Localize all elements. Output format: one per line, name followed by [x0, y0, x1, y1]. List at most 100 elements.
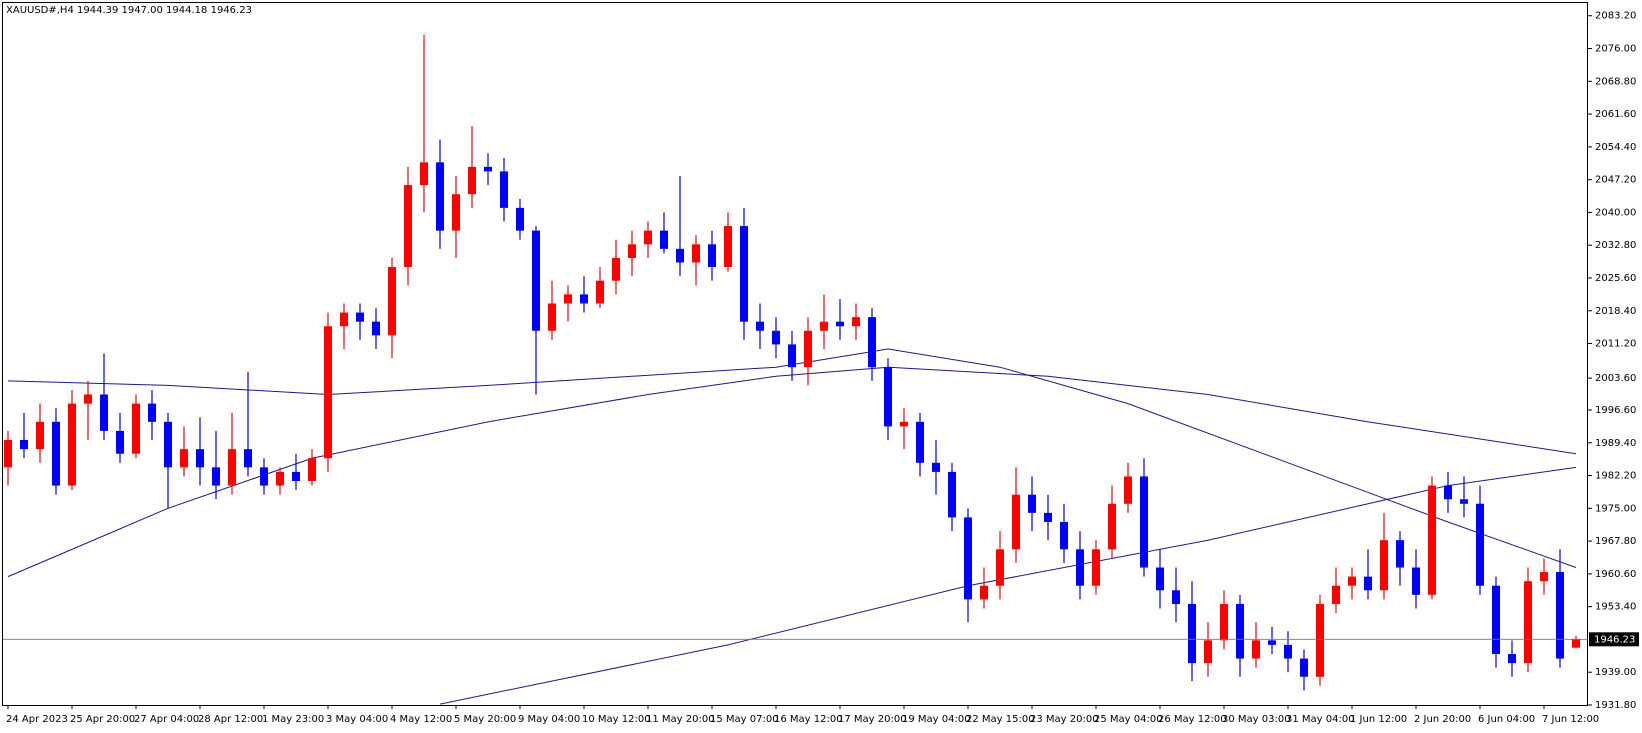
x-tick-label: 25 Apr 20:00 — [70, 714, 135, 725]
candle-body — [868, 317, 876, 368]
x-tick-label: 10 May 12:00 — [582, 714, 651, 725]
candle-body — [52, 421, 60, 486]
candle-body — [468, 166, 476, 195]
candle-body — [724, 226, 732, 268]
x-tick-label: 16 May 12:00 — [774, 714, 843, 725]
candle-body — [740, 226, 748, 322]
candle-body — [644, 230, 652, 245]
candle-body — [996, 549, 1004, 586]
y-tick-label: 1975.00 — [1595, 503, 1636, 514]
candle-body — [628, 244, 636, 258]
candle-body — [564, 294, 572, 304]
y-tick-label: 1967.80 — [1595, 536, 1636, 547]
candle-body — [1076, 549, 1084, 586]
y-tick-label: 2083.20 — [1595, 11, 1636, 22]
candle-body — [164, 421, 172, 468]
y-tick-label: 2047.20 — [1595, 175, 1636, 186]
candle-body — [260, 467, 268, 486]
candle-body — [1124, 476, 1132, 504]
candle-body — [1300, 658, 1308, 677]
y-tick-label: 1953.40 — [1595, 602, 1636, 613]
x-tick-label: 19 May 04:00 — [902, 714, 971, 725]
y-tick-label: 2003.60 — [1595, 373, 1636, 384]
x-tick-label: 22 May 15:00 — [966, 714, 1035, 725]
x-tick-label: 23 May 20:00 — [1030, 714, 1099, 725]
candle-body — [692, 244, 700, 263]
chart-title: XAUUSD#,H4 1944.39 1947.00 1944.18 1946.… — [6, 5, 252, 16]
candle-body — [1060, 521, 1068, 550]
x-tick-label: 7 Jun 12:00 — [1542, 714, 1599, 725]
x-tick-label: 11 May 20:00 — [646, 714, 715, 725]
y-tick-label: 2011.20 — [1595, 339, 1636, 350]
candle-body — [596, 280, 604, 304]
candle-body — [324, 326, 332, 459]
candle-body — [452, 194, 460, 231]
candle-body — [1316, 603, 1324, 677]
x-tick-label: 1 Jun 12:00 — [1350, 714, 1407, 725]
plot-frame — [2, 2, 1588, 706]
candle-body — [420, 162, 428, 186]
candle-body — [788, 344, 796, 368]
candle-body — [836, 321, 844, 327]
candle-body — [228, 449, 236, 486]
candle-body — [932, 462, 940, 472]
candle-body — [1156, 567, 1164, 591]
y-tick-label: 2061.60 — [1595, 109, 1636, 120]
candle-body — [292, 471, 300, 482]
y-tick-label: 1989.40 — [1595, 438, 1636, 449]
candle-body — [436, 162, 444, 231]
candle-body — [1412, 567, 1420, 595]
candle-body — [84, 394, 92, 404]
y-tick-label: 2040.00 — [1595, 207, 1636, 218]
x-tick-label: 2 Jun 20:00 — [1414, 714, 1471, 725]
candle-body — [884, 367, 892, 427]
candle-body — [676, 248, 684, 263]
candle-body — [132, 403, 140, 454]
x-tick-label: 24 Apr 2023 — [6, 714, 68, 725]
candle-body — [180, 449, 188, 468]
candle-body — [1380, 540, 1388, 591]
candle-body — [148, 403, 156, 422]
candle-body — [964, 517, 972, 600]
candle-body — [1204, 640, 1212, 664]
moving-average — [439, 466, 1577, 705]
candle-body — [1572, 639, 1580, 648]
candle-body — [1092, 549, 1100, 586]
x-tick-label: 6 Jun 04:00 — [1478, 714, 1535, 725]
x-tick-label: 30 May 03:00 — [1222, 714, 1291, 725]
candle-body — [580, 294, 588, 304]
candle-body — [100, 394, 108, 431]
x-tick-label: 28 Apr 12:00 — [198, 714, 263, 725]
candle-body — [68, 403, 76, 486]
candle-body — [756, 321, 764, 331]
candle-body — [900, 421, 908, 427]
x-tick-label: 5 May 20:00 — [454, 714, 516, 725]
candle-body — [852, 317, 860, 327]
y-tick-label: 1982.20 — [1595, 471, 1636, 482]
candle-body — [1556, 572, 1564, 659]
candle-body — [612, 257, 620, 281]
candle-body — [980, 585, 988, 600]
candle-body — [516, 207, 524, 231]
candle-body — [916, 421, 924, 463]
candle-body — [308, 458, 316, 482]
candle-body — [1044, 512, 1052, 522]
candle-body — [548, 303, 556, 331]
candle-body — [244, 449, 252, 468]
x-tick-label: 1 May 23:00 — [262, 714, 324, 725]
y-tick-label: 1996.60 — [1595, 405, 1636, 416]
y-tick-label: 1939.00 — [1595, 667, 1636, 678]
y-tick-label: 2068.80 — [1595, 76, 1636, 87]
candle-body — [1188, 603, 1196, 664]
moving-average — [7, 348, 1577, 568]
candle-body — [1508, 654, 1516, 664]
candle-body — [1220, 603, 1228, 641]
x-tick-label: 15 May 07:00 — [710, 714, 779, 725]
candle-body — [36, 421, 44, 450]
candle-body — [196, 449, 204, 468]
candle-body — [500, 171, 508, 208]
y-tick-label: 2032.80 — [1595, 240, 1636, 251]
x-tick-label: 17 May 20:00 — [838, 714, 907, 725]
candle-body — [1268, 640, 1276, 645]
